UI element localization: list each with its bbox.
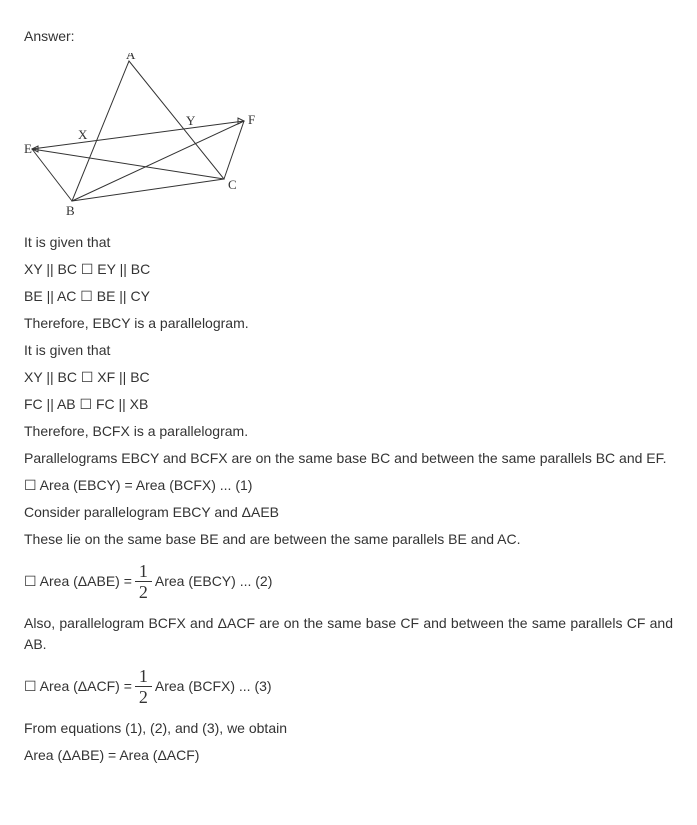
text-line: Therefore, BCFX is a parallelogram. — [24, 421, 673, 442]
text-line: XY || BC ☐ XF || BC — [24, 367, 673, 388]
point-label-b: B — [66, 203, 75, 218]
text-line: Therefore, EBCY is a parallelogram. — [24, 313, 673, 334]
fraction-numerator: 1 — [135, 667, 152, 686]
equation-3: ☐ Area (ΔACF) = 1 2 Area (BCFX) ... (3) — [24, 667, 272, 706]
point-label-a: A — [126, 53, 136, 62]
point-label-c: C — [228, 177, 237, 192]
point-label-x: X — [78, 127, 88, 142]
point-label-f: F — [248, 112, 255, 127]
text-line: BE || AC ☐ BE || CY — [24, 286, 673, 307]
eq2-suffix: Area (EBCY) ... (2) — [155, 571, 272, 592]
fraction-half: 1 2 — [135, 562, 152, 601]
text-line: These lie on the same base BE and are be… — [24, 529, 673, 550]
text-line: Also, parallelogram BCFX and ΔACF are on… — [24, 613, 673, 655]
text-line: Consider parallelogram EBCY and ΔAEB — [24, 502, 673, 523]
eq3-suffix: Area (BCFX) ... (3) — [155, 676, 272, 697]
eq3-prefix: ☐ Area (ΔACF) = — [24, 676, 132, 697]
equation-2: ☐ Area (ΔABE) = 1 2 Area (EBCY) ... (2) — [24, 562, 272, 601]
text-line: From equations (1), (2), and (3), we obt… — [24, 718, 673, 739]
equation-1: ☐ Area (EBCY) = Area (BCFX) ... (1) — [24, 475, 673, 496]
fraction-denominator: 2 — [135, 581, 152, 601]
text-line: Parallelograms EBCY and BCFX are on the … — [24, 448, 673, 469]
text-line: XY || BC ☐ EY || BC — [24, 259, 673, 280]
fraction-numerator: 1 — [135, 562, 152, 581]
text-line: FC || AB ☐ FC || XB — [24, 394, 673, 415]
fraction-denominator: 2 — [135, 686, 152, 706]
geometry-diagram: A E X Y F B C — [24, 53, 673, 224]
fraction-half: 1 2 — [135, 667, 152, 706]
point-label-e: E — [24, 141, 32, 156]
text-line: Area (ΔABE) = Area (ΔACF) — [24, 745, 673, 766]
text-line: It is given that — [24, 232, 673, 253]
text-line: It is given that — [24, 340, 673, 361]
answer-label: Answer: — [24, 26, 673, 47]
point-label-y: Y — [186, 113, 196, 128]
eq2-prefix: ☐ Area (ΔABE) = — [24, 571, 132, 592]
